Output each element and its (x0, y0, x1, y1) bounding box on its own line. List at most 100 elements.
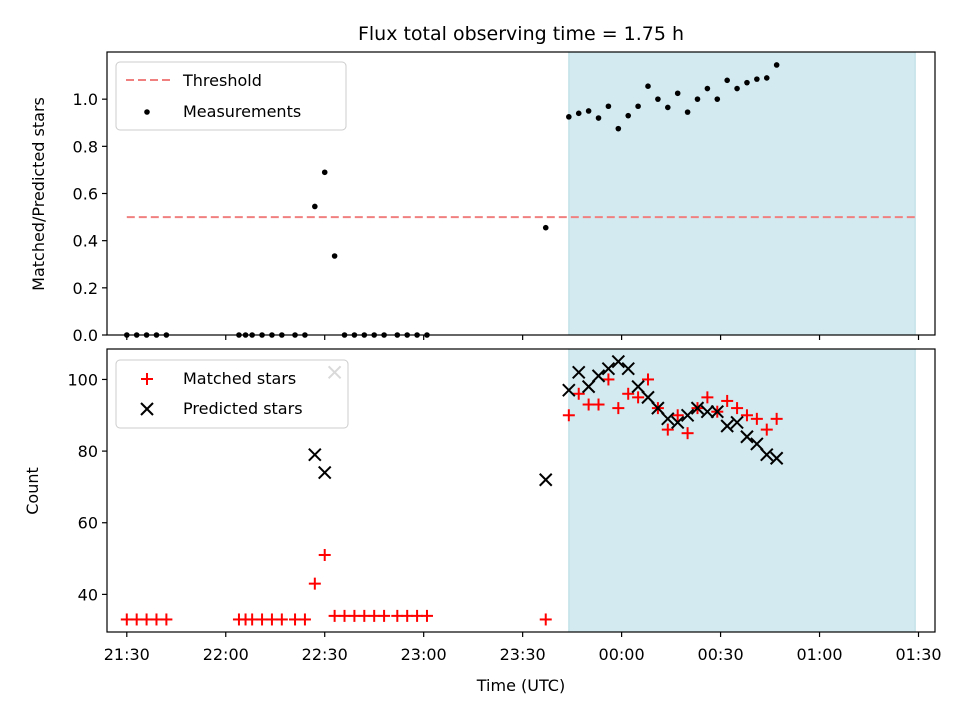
bottom-axes-frame (106, 348, 936, 633)
top-y-tick-label: 1.0 (73, 90, 98, 109)
legend-predicted-swatch (140, 402, 154, 416)
bottom-panel: Count Time (UTC) 40 60 80 100 21:30 22:00 22:3… (23, 348, 942, 695)
x-tick-label: 21:30 (104, 645, 150, 664)
matched-star-point (539, 613, 552, 626)
top-y-tick-label: 0.4 (73, 232, 98, 251)
top-y-tick-label: 0.8 (73, 137, 98, 156)
measurement-point (605, 103, 612, 110)
predicted-star-point (611, 354, 626, 369)
predicted-star-point (562, 383, 576, 397)
predicted-star-point (651, 401, 665, 415)
top-panel: Flux total observing time = 1.75 h Match… (29, 23, 936, 345)
matched-star-point (622, 387, 635, 400)
matched-star-point (642, 373, 655, 386)
top-legend: Threshold Measurements (115, 61, 347, 131)
predicted-star-point (740, 430, 754, 444)
matched-star-point (671, 409, 684, 422)
matched-star-point (318, 548, 331, 561)
predicted-star-point (700, 404, 715, 419)
matched-star-point (661, 423, 674, 436)
predicted-star-point (710, 404, 724, 419)
matched-star-point (562, 409, 575, 422)
predicted-star-point (720, 419, 734, 433)
measurement-point (684, 109, 691, 115)
matched-star-point (681, 427, 694, 440)
top-y-tick-label: 0.6 (73, 185, 98, 204)
top-y-tick-label: 0.2 (73, 279, 98, 298)
legend-matched-label: Matched stars (183, 369, 296, 388)
measurement-point (694, 96, 701, 102)
x-tick-label: 01:00 (796, 645, 842, 664)
matched-star-point (760, 423, 773, 436)
predicted-star-point (621, 361, 635, 376)
predicted-star-point (760, 447, 774, 462)
legend-threshold-label: Threshold (182, 71, 262, 90)
bottom-y-tick-label: 80 (78, 442, 98, 461)
x-tick-label: 23:00 (401, 645, 447, 664)
measurement-point (754, 76, 760, 82)
bottom-legend: Matched stars Predicted stars (115, 359, 349, 429)
matched-star-point (731, 402, 744, 415)
matched-star-point (632, 391, 645, 404)
x-tick-label: 23:30 (500, 645, 546, 664)
predicted-star-point (690, 401, 705, 415)
matched-star-point (701, 391, 714, 404)
legend-matched-swatch (141, 373, 153, 385)
predicted-star-point (769, 451, 784, 465)
bottom-y-tick-label: 40 (78, 585, 98, 604)
measurement-point (655, 96, 661, 102)
measurement-point (321, 169, 328, 176)
measurement-point (312, 203, 318, 210)
legend-measurements-label: Measurements (183, 102, 301, 121)
matched-star-point (572, 387, 585, 400)
predicted-star-point (601, 361, 616, 376)
top-plot-area: 0.0 0.2 0.4 0.6 0.8 1.0 (73, 51, 936, 345)
predicted-star-point (631, 379, 645, 394)
matched-star-point (721, 394, 734, 407)
predicted-star-point (539, 473, 553, 487)
matched-star-point (750, 412, 763, 425)
predicted-star-point (308, 447, 322, 462)
measurement-point (595, 115, 602, 121)
measurement-point (714, 96, 721, 102)
matched-star-point (378, 609, 391, 622)
top-observing-window (568, 51, 916, 336)
matched-star-point (592, 398, 605, 411)
matched-star-point (275, 613, 288, 626)
matched-star-point (160, 613, 173, 626)
measurement-point (724, 77, 730, 84)
predicted-star-point (670, 415, 685, 430)
legend-measurements-swatch (144, 109, 150, 115)
x-axis-label: Time (UTC) (476, 676, 565, 695)
matched-star-point (602, 373, 615, 386)
matched-star-point (298, 613, 311, 626)
measurement-point (664, 104, 671, 111)
top-y-tick-label: 0.0 (73, 326, 98, 345)
measurement-point (763, 75, 770, 81)
x-tick-label: 00:00 (599, 645, 645, 664)
measurement-point (704, 85, 711, 92)
predicted-star-point (318, 465, 332, 480)
matched-star-point (612, 402, 625, 415)
measurement-point (542, 224, 549, 231)
measurement-point (615, 125, 622, 132)
predicted-star-point (572, 365, 586, 379)
measurement-point (575, 110, 582, 117)
predicted-star-point (680, 408, 695, 422)
predicted-star-point (591, 369, 606, 383)
predicted-star-point (641, 390, 655, 405)
bottom-y-tick-label: 100 (67, 370, 98, 389)
measurement-point (773, 62, 780, 68)
measurement-point (674, 90, 681, 97)
bottom-y-axis-label: Count (23, 467, 42, 515)
measurement-point (734, 85, 740, 92)
measurement-point (585, 108, 592, 114)
matched-star-point (420, 609, 433, 622)
measurement-point (625, 112, 632, 119)
bottom-observing-window (568, 348, 916, 633)
chart-title: Flux total observing time = 1.75 h (358, 23, 684, 45)
predicted-star-point (581, 379, 596, 394)
predicted-star-point (661, 412, 675, 426)
legend-predicted-label: Predicted stars (183, 399, 303, 418)
